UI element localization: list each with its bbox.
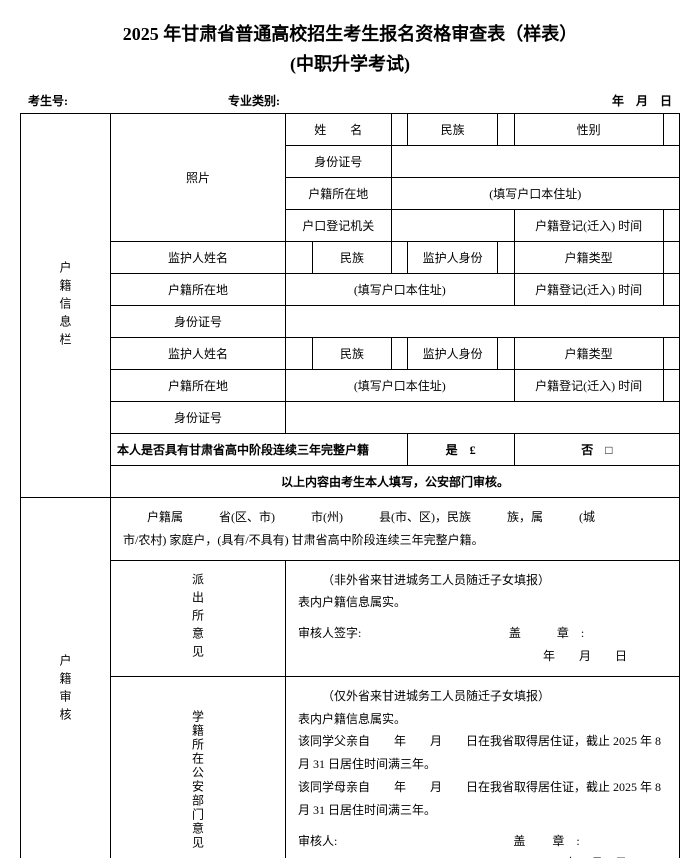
gender-value[interactable] bbox=[663, 114, 679, 146]
fill-note: 以上内容由考生本人填写，公安部门审核。 bbox=[111, 466, 680, 498]
name-value[interactable] bbox=[391, 114, 407, 146]
idno-value[interactable] bbox=[391, 146, 679, 178]
paichusuo-label: 派出所意见 bbox=[111, 560, 286, 676]
name-label: 姓 名 bbox=[286, 114, 392, 146]
guardian2-name-value[interactable] bbox=[286, 338, 313, 370]
three-year-question: 本人是否具有甘肃省高中阶段连续三年完整户籍 bbox=[111, 434, 408, 466]
hukou-loc-label: 户籍所在地 bbox=[286, 178, 392, 210]
guardian2-hukou-loc-fill[interactable]: (填写户口本住址) bbox=[286, 370, 515, 402]
guardian2-hukou-reg-time-label: 户籍登记(迁入) 时间 bbox=[514, 370, 663, 402]
page-subtitle: (中职升学考试) bbox=[20, 50, 680, 76]
hukou-reg-org-label: 户口登记机关 bbox=[286, 210, 392, 242]
paichusuo-seal: 盖 章: bbox=[498, 622, 607, 645]
guardian2-name-label: 监护人姓名 bbox=[111, 338, 286, 370]
guardian1-identity-value[interactable] bbox=[498, 242, 514, 274]
hukou-loc-fill[interactable]: (填写户口本住址) bbox=[391, 178, 679, 210]
guardian2-ethnic-label: 民族 bbox=[313, 338, 391, 370]
paichusuo-signer[interactable]: 审核人签字: bbox=[298, 622, 498, 645]
guardian2-identity-label: 监护人身份 bbox=[407, 338, 498, 370]
guardian2-ethnic-value[interactable] bbox=[391, 338, 407, 370]
paichusuo-block: （非外省来甘进城务工人员随迁子女填报） 表内户籍信息属实。 审核人签字: 盖 章… bbox=[286, 560, 680, 676]
idno-label: 身份证号 bbox=[286, 146, 392, 178]
three-year-yes[interactable]: 是 £ bbox=[407, 434, 514, 466]
paichusuo-date: 年 月 日 bbox=[298, 645, 667, 668]
page-title: 2025 年甘肃省普通高校招生考生报名资格审查表（样表） bbox=[20, 20, 680, 46]
guardian2-hukou-type-label: 户籍类型 bbox=[514, 338, 663, 370]
hukou-reg-org-value[interactable] bbox=[391, 210, 514, 242]
hukou-reg-time-value[interactable] bbox=[663, 210, 679, 242]
xueji-date: 年 月 日 bbox=[298, 852, 667, 858]
three-year-no[interactable]: 否 □ bbox=[514, 434, 679, 466]
gender-label: 性别 bbox=[514, 114, 663, 146]
guardian1-idno-value[interactable] bbox=[286, 306, 680, 338]
guardian1-ethnic-value[interactable] bbox=[391, 242, 407, 274]
guardian2-identity-value[interactable] bbox=[498, 338, 514, 370]
xueji-seal: 盖 章: bbox=[498, 830, 607, 853]
guardian1-hukou-loc-fill[interactable]: (填写户口本住址) bbox=[286, 274, 515, 306]
hukou-reg-time-label: 户籍登记(迁入) 时间 bbox=[514, 210, 663, 242]
section-info-label: 户籍信息栏 bbox=[21, 114, 111, 498]
guardian1-hukou-type-value[interactable] bbox=[663, 242, 679, 274]
guardian2-idno-value[interactable] bbox=[286, 402, 680, 434]
main-table: 户籍信息栏 照片 姓 名 民族 性别 身份证号 户籍所在地 (填写户口本住址) … bbox=[20, 113, 680, 858]
audit-desc: 户籍属 省(区、市) 市(州) 县(市、区)，民族 族，属 (城 市/农村) 家… bbox=[111, 498, 680, 561]
paichusuo-note: （非外省来甘进城务工人员随迁子女填报） bbox=[298, 569, 667, 592]
xueji-l2: 该同学父亲自 年 月 日在我省取得居住证，截止 2025 年 8 月 31 日居… bbox=[298, 730, 667, 776]
guardian1-name-value[interactable] bbox=[286, 242, 313, 274]
header-row: 考生号: 专业类别: 年 月 日 bbox=[20, 92, 680, 109]
guardian2-hukou-loc-label: 户籍所在地 bbox=[111, 370, 286, 402]
section-audit-label: 户籍审核 bbox=[21, 498, 111, 858]
guardian2-idno-label: 身份证号 bbox=[111, 402, 286, 434]
xueji-block: （仅外省来甘进城务工人员随迁子女填报） 表内户籍信息属实。 该同学父亲自 年 月… bbox=[286, 676, 680, 858]
audit-desc-l2: 市/农村) 家庭户，(具有/不具有) 甘肃省高中阶段连续三年完整户籍。 bbox=[123, 529, 667, 552]
guardian1-identity-label: 监护人身份 bbox=[407, 242, 498, 274]
xueji-l1: 表内户籍信息属实。 bbox=[298, 708, 667, 731]
examinee-no-label: 考生号: bbox=[28, 92, 228, 109]
xueji-label: 学籍所在公安部门意见 bbox=[111, 676, 286, 858]
guardian1-hukou-reg-time-label: 户籍登记(迁入) 时间 bbox=[514, 274, 663, 306]
guardian1-hukou-type-label: 户籍类型 bbox=[514, 242, 663, 274]
xueji-note: （仅外省来甘进城务工人员随迁子女填报） bbox=[298, 685, 667, 708]
xueji-signer[interactable]: 审核人: bbox=[298, 830, 498, 853]
audit-desc-l1: 户籍属 省(区、市) 市(州) 县(市、区)，民族 族，属 (城 bbox=[123, 506, 667, 529]
guardian2-hukou-reg-time-value[interactable] bbox=[663, 370, 679, 402]
photo-cell: 照片 bbox=[111, 114, 286, 242]
major-label: 专业类别: bbox=[228, 92, 532, 109]
guardian2-hukou-type-value[interactable] bbox=[663, 338, 679, 370]
ethnic-value[interactable] bbox=[498, 114, 514, 146]
guardian1-hukou-loc-label: 户籍所在地 bbox=[111, 274, 286, 306]
guardian1-hukou-reg-time-value[interactable] bbox=[663, 274, 679, 306]
paichusuo-l1: 表内户籍信息属实。 bbox=[298, 591, 667, 614]
guardian1-idno-label: 身份证号 bbox=[111, 306, 286, 338]
guardian1-name-label: 监护人姓名 bbox=[111, 242, 286, 274]
header-date: 年 月 日 bbox=[532, 92, 672, 109]
guardian1-ethnic-label: 民族 bbox=[313, 242, 391, 274]
ethnic-label: 民族 bbox=[407, 114, 498, 146]
